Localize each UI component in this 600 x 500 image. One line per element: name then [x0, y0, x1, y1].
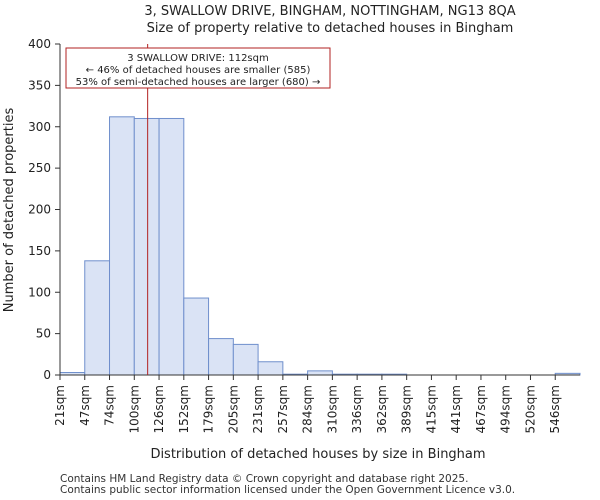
- x-tick-label: 336sqm: [350, 385, 364, 433]
- x-tick-label: 47sqm: [78, 385, 92, 426]
- x-tick-label: 74sqm: [103, 385, 117, 426]
- x-tick-label: 362sqm: [375, 385, 389, 433]
- annotation-line-1: 3 SWALLOW DRIVE: 112sqm: [127, 53, 268, 64]
- x-tick-label: 152sqm: [177, 385, 191, 433]
- bar-152sqm: [183, 297, 210, 376]
- x-tick-label: 546sqm: [548, 385, 562, 433]
- bars-group: [59, 116, 581, 376]
- x-tick-label: 257sqm: [276, 385, 290, 433]
- x-tick-label: 21sqm: [53, 385, 67, 426]
- x-tick-label: 441sqm: [449, 385, 463, 433]
- x-axis-label: Distribution of detached houses by size …: [150, 447, 485, 462]
- bar-126sqm: [158, 117, 185, 376]
- x-tick-label: 231sqm: [251, 385, 265, 433]
- bar-74sqm: [109, 116, 135, 376]
- chart-title-line-2: Size of property relative to detached ho…: [147, 21, 514, 36]
- y-tick-label: 350: [28, 78, 51, 92]
- y-tick-label: 250: [28, 161, 51, 175]
- annotation-line-2: ← 46% of detached houses are smaller (58…: [86, 65, 311, 76]
- y-tick-label: 400: [28, 37, 51, 51]
- footer-line-1: Contains HM Land Registry data © Crown c…: [60, 473, 469, 485]
- y-axis-label: Number of detached properties: [2, 108, 17, 313]
- chart-title-line-1: 3, SWALLOW DRIVE, BINGHAM, NOTTINGHAM, N…: [144, 4, 515, 19]
- x-tick-label: 284sqm: [301, 385, 315, 433]
- y-tick-label: 150: [28, 244, 51, 258]
- y-axis-ticks: 0 50 100 150 200 250 300 350 400: [28, 37, 60, 382]
- x-tick-label: 467sqm: [474, 385, 488, 433]
- x-tick-label: 179sqm: [202, 385, 216, 433]
- y-tick-label: 50: [36, 327, 51, 341]
- y-tick-label: 300: [28, 120, 51, 134]
- bar-47sqm: [84, 260, 111, 376]
- x-tick-label: 126sqm: [152, 385, 166, 433]
- footer-line-2: Contains public sector information licen…: [60, 484, 516, 496]
- y-tick-label: 0: [43, 368, 51, 382]
- bar-231sqm: [257, 361, 284, 376]
- x-tick-label: 494sqm: [499, 385, 513, 433]
- x-axis-ticks: 21sqm 47sqm 74sqm 100sqm 126sqm 152sqm 179sqm 2…: [53, 375, 562, 433]
- bar-179sqm: [208, 338, 234, 376]
- bar-100sqm: [133, 117, 160, 376]
- x-tick-label: 415sqm: [424, 385, 438, 433]
- y-tick-label: 200: [28, 203, 51, 217]
- annotation-line-3: 53% of semi-detached houses are larger (…: [76, 77, 321, 88]
- x-tick-label: 310sqm: [325, 385, 339, 433]
- x-tick-label: 389sqm: [400, 385, 414, 433]
- x-tick-label: 520sqm: [523, 385, 537, 433]
- annotation-box: [65, 47, 331, 89]
- y-tick-label: 100: [28, 285, 51, 299]
- x-tick-label: 100sqm: [127, 385, 141, 433]
- x-tick-label: 205sqm: [226, 385, 240, 433]
- histogram-chart: 3, SWALLOW DRIVE, BINGHAM, NOTTINGHAM, N…: [2, 4, 581, 462]
- bar-284sqm: [307, 370, 333, 376]
- bar-205sqm: [232, 343, 259, 376]
